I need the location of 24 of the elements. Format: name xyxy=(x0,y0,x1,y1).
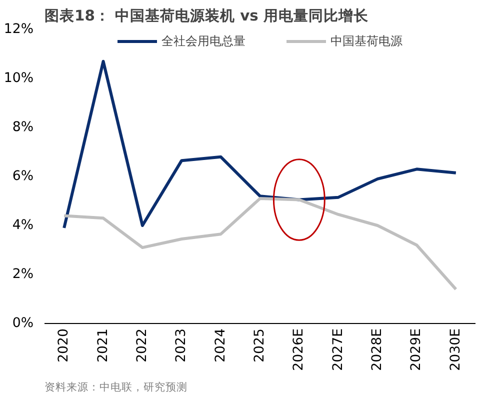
y-tick-label: 12% xyxy=(4,22,34,37)
x-tick-label: 2022 xyxy=(134,328,150,362)
x-tick-label: 2030E xyxy=(448,328,464,371)
legend-label: 全社会用电总量 xyxy=(162,32,246,50)
x-tick-label: 2025 xyxy=(252,328,268,362)
x-tick-label: 2024 xyxy=(213,328,228,362)
x-tick-label: 2028E xyxy=(370,328,386,371)
y-tick-label: 0% xyxy=(12,316,34,331)
x-tick-label: 2027E xyxy=(330,328,346,371)
legend-label: 中国基荷电源 xyxy=(330,32,402,50)
y-tick-label: 8% xyxy=(12,120,34,135)
y-tick-label: 10% xyxy=(4,71,34,86)
chart-title: 图表18： 中国基荷电源装机 vs 用电量同比增长 xyxy=(44,8,370,24)
line-series xyxy=(62,60,458,230)
y-tick-label: 2% xyxy=(12,267,34,282)
text: 资料来源：中电联，研究预测 xyxy=(44,380,188,394)
x-tick-label: 2020 xyxy=(56,328,72,362)
x-tick-label: 2029E xyxy=(409,328,424,371)
x-tick-label: 2023 xyxy=(174,328,190,362)
y-tick-label: 4% xyxy=(12,218,34,233)
y-tick-label: 6% xyxy=(12,169,34,184)
x-tick-label: 2026E xyxy=(292,328,307,371)
x-tick-label: 2021 xyxy=(96,328,111,362)
line-series xyxy=(62,197,458,291)
